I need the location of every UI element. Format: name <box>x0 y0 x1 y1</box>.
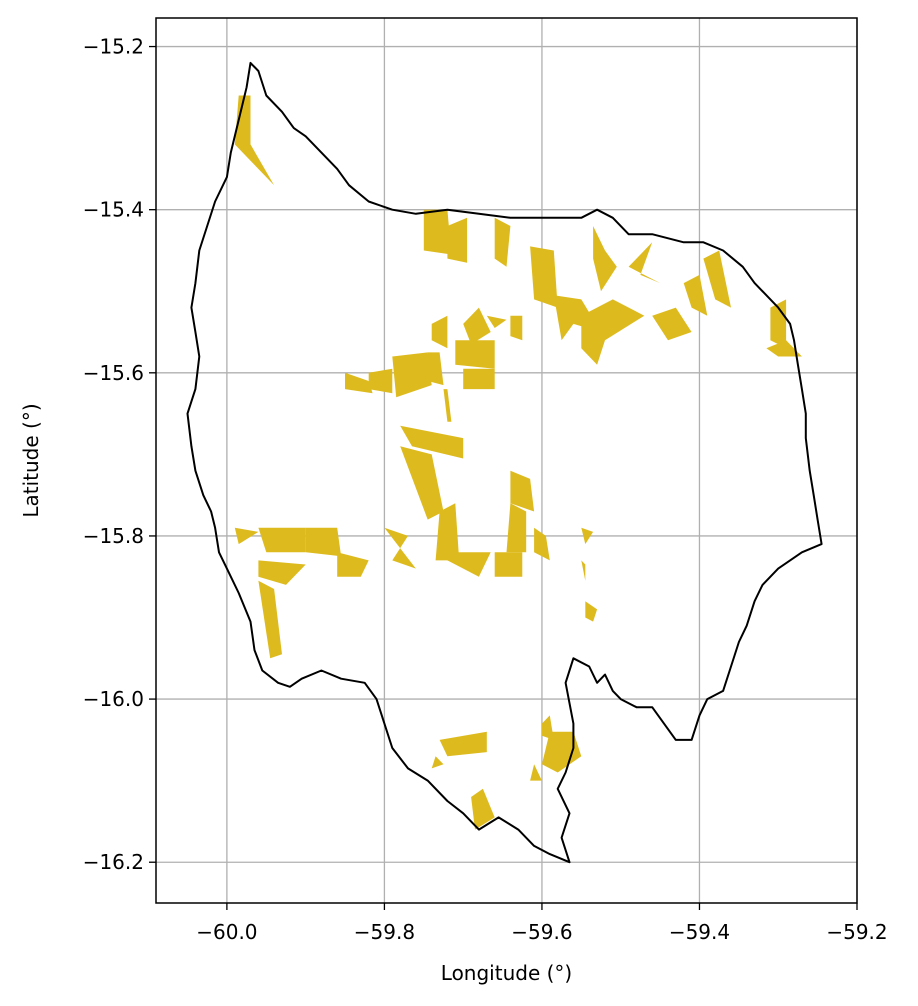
parcel-polygon <box>258 560 306 585</box>
study-area-boundary <box>186 61 823 864</box>
y-tick-label: −15.2 <box>83 35 144 59</box>
parcel-polygon <box>553 295 601 341</box>
parcel-polygon <box>530 246 558 308</box>
parcel-polygon <box>541 731 582 773</box>
x-tick-label: −59.2 <box>826 920 887 944</box>
plot-area-frame <box>155 17 858 904</box>
parcel-polygon <box>585 601 598 622</box>
y-tick-label: −15.6 <box>83 361 144 385</box>
y-tick-label: −16.2 <box>83 850 144 874</box>
parcel-polygon <box>400 446 444 520</box>
x-tick-label: −59.4 <box>669 920 730 944</box>
parcel-polygon <box>345 372 373 394</box>
parcel-polygon <box>766 340 802 357</box>
x-tick-label: −59.6 <box>511 920 572 944</box>
parcel-polygon <box>447 552 491 577</box>
parcel-polygon <box>400 425 464 459</box>
parcel-polygon <box>447 217 468 263</box>
x-axis-label: Longitude (°) <box>441 961 572 985</box>
parcel-polygon <box>435 503 460 561</box>
parcel-polygon <box>703 250 731 308</box>
parcel-polygon <box>443 389 452 422</box>
parcel-polygon <box>368 368 393 394</box>
parcel-polygon <box>431 756 444 769</box>
y-axis-label: Latitude (°) <box>19 403 43 517</box>
parcel-polygon <box>258 580 282 659</box>
parcel-polygon <box>486 315 507 328</box>
parcel-polygon <box>683 274 708 316</box>
parcel-polygon <box>534 527 550 561</box>
y-axis-ticks: −15.2 −15.4 −15.6 −15.8 −16.0 −16.2 <box>83 35 156 874</box>
parcel-polygon <box>431 315 448 349</box>
x-tick-label: −59.8 <box>354 920 415 944</box>
parcel-polygon <box>652 307 692 341</box>
parcel-polygon <box>593 226 617 292</box>
parcel-polygon <box>510 470 535 512</box>
parcel-polygon <box>455 340 495 369</box>
parcel-polygon <box>506 503 527 553</box>
parcel-polygon <box>234 95 275 186</box>
parcel-polygon <box>628 242 661 284</box>
parcel-polygon <box>234 527 259 545</box>
y-tick-label: −16.0 <box>83 687 144 711</box>
parcel-polygon <box>439 731 487 757</box>
parcel-polygon <box>581 560 586 581</box>
parcel-polygon <box>530 764 542 781</box>
parcel-polygon <box>305 527 342 557</box>
parcel-polygon <box>258 527 306 553</box>
parcel-polygon <box>494 552 523 577</box>
parcel-polygon <box>463 368 495 390</box>
parcel-polygon <box>427 352 444 386</box>
boundary-layer <box>186 61 823 864</box>
parcel-polygon <box>392 352 432 398</box>
parcel-layer <box>234 95 802 830</box>
y-tick-label: −15.4 <box>83 198 144 222</box>
parcel-polygon <box>337 552 369 577</box>
parcel-polygon <box>581 299 645 365</box>
parcel-polygon <box>423 209 452 255</box>
parcel-polygon <box>471 788 495 830</box>
parcel-polygon <box>494 217 511 267</box>
x-axis-ticks: −60.0 −59.8 −59.6 −59.4 −59.2 <box>196 903 888 944</box>
x-tick-label: −60.0 <box>196 920 257 944</box>
parcel-polygon <box>510 315 523 341</box>
parcel-polygon <box>463 307 491 345</box>
parcel-polygon <box>384 527 416 569</box>
parcel-polygon <box>581 527 594 545</box>
y-tick-label: −15.8 <box>83 524 144 548</box>
